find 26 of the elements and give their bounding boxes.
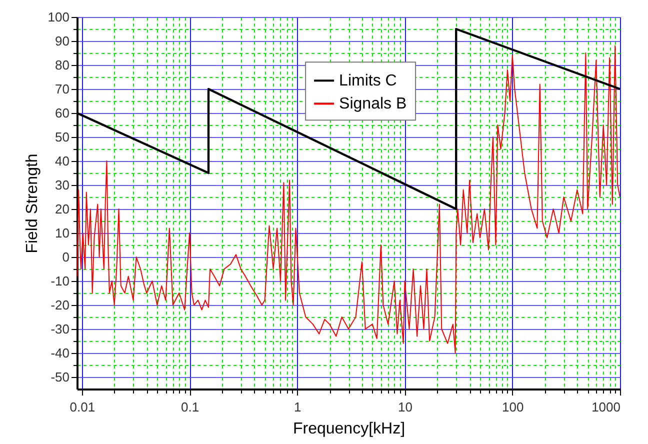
y-tick-label: -10 [50, 274, 70, 288]
y-tick-label: 60 [55, 106, 70, 120]
x-tick-label: 0.1 [181, 400, 200, 414]
y-tick-label: 50 [55, 130, 70, 144]
x-tick-label: 1000 [592, 400, 620, 414]
y-tick-label: 70 [55, 82, 70, 96]
x-tick-label: 0.01 [70, 400, 96, 414]
y-tick-label: 20 [55, 202, 70, 216]
y-tick-label: -40 [50, 346, 70, 360]
y-tick-label: -20 [50, 298, 70, 312]
y-tick-label: 90 [55, 34, 70, 48]
y-tick-label: 100 [48, 10, 70, 24]
y-tick-label: -30 [50, 322, 70, 336]
y-tick-label: 80 [55, 58, 70, 72]
y-tick-label: 0 [62, 250, 70, 264]
y-tick-label: 30 [55, 178, 70, 192]
y-tick-label: 40 [55, 154, 70, 168]
x-tick-label: 1 [294, 400, 302, 414]
x-tick-label: 10 [398, 400, 413, 414]
x-tick-label: 100 [502, 400, 524, 414]
y-tick-label: 10 [55, 226, 70, 240]
y-axis-title: Field Strength [24, 154, 41, 254]
x-axis-title: Frequency[kHz] [292, 420, 406, 438]
y-tick-label: -50 [50, 370, 70, 384]
legend-label: Limits C [339, 72, 397, 90]
legend-label: Signals B [339, 96, 407, 113]
